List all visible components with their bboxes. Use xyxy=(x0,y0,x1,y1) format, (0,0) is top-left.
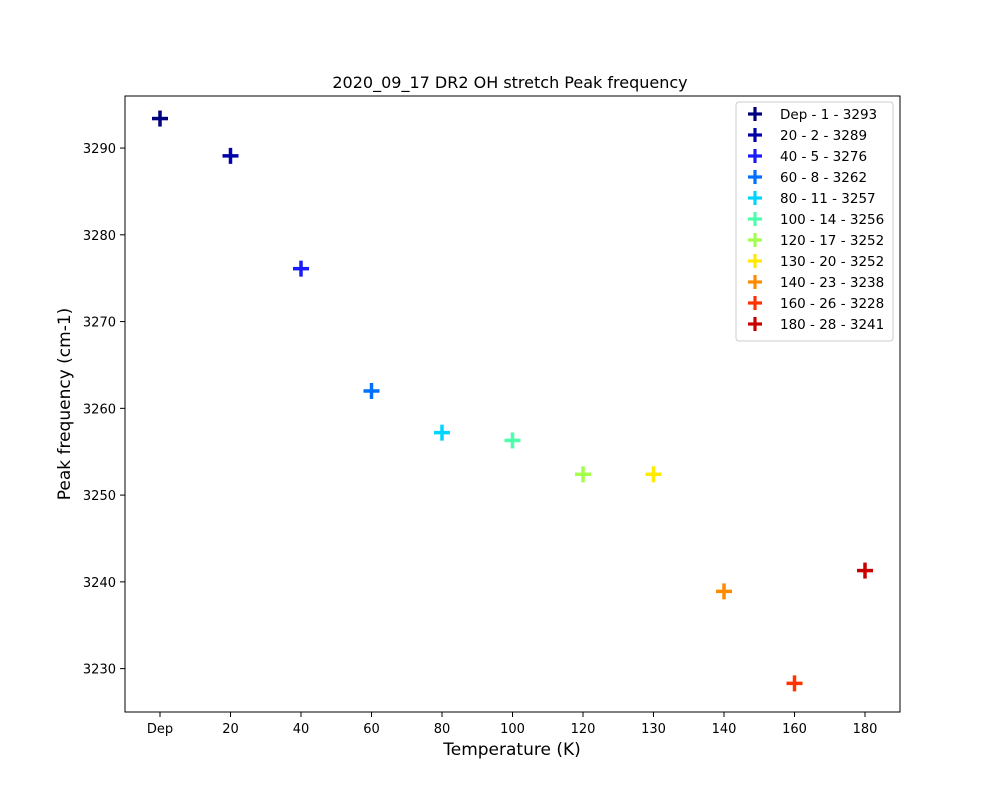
y-tick-label: 3280 xyxy=(83,229,116,244)
data-point xyxy=(434,424,450,441)
x-tick-label: 120 xyxy=(571,722,596,737)
x-tick-label: 160 xyxy=(782,722,807,737)
legend-entry: 20 - 2 - 3289 xyxy=(748,128,867,144)
data-point xyxy=(363,382,380,399)
y-tick-label: 3250 xyxy=(83,489,116,504)
legend-label: 120 - 17 - 3252 xyxy=(780,233,884,249)
data-point xyxy=(293,260,309,277)
legend-entry: 80 - 11 - 3257 xyxy=(748,191,876,207)
y-tick-label: 3260 xyxy=(83,402,116,417)
legend-entry: 100 - 14 - 3256 xyxy=(748,212,884,228)
legend-entry: Dep - 1 - 3293 xyxy=(748,107,877,123)
data-point xyxy=(152,110,168,127)
x-tick-label: 80 xyxy=(434,722,451,737)
plot-area: Dep 20 40 60 80 100 120 130 140 160 180 3230324032… xyxy=(83,95,901,737)
legend-marker xyxy=(748,254,762,268)
legend-entry: 120 - 17 - 3252 xyxy=(748,233,884,249)
legend-label: 60 - 8 - 3262 xyxy=(780,170,867,186)
legend-label: 140 - 23 - 3238 xyxy=(780,275,884,291)
data-point xyxy=(575,466,591,483)
x-tick-label: 100 xyxy=(500,722,525,737)
data-point xyxy=(222,147,239,164)
legend-marker xyxy=(748,149,762,163)
x-tick-label: 20 xyxy=(222,722,239,737)
legend-marker xyxy=(748,296,762,310)
legend-label: 100 - 14 - 3256 xyxy=(780,212,884,228)
chart-title: 2020_09_17 DR2 OH stretch Peak frequency xyxy=(332,73,687,93)
data-point xyxy=(716,583,732,600)
legend-entry: 130 - 20 - 3252 xyxy=(748,254,884,270)
legend-marker xyxy=(748,212,762,226)
legend-marker xyxy=(748,317,762,331)
legend-marker xyxy=(748,233,762,247)
legend-label: 20 - 2 - 3289 xyxy=(780,128,867,144)
legend-marker xyxy=(748,275,762,289)
data-point xyxy=(645,466,662,483)
y-axis: 3230 3240 3250 3260 3270 3280 3290 xyxy=(83,142,125,678)
y-tick-label: 3290 xyxy=(83,142,116,157)
y-tick-label: 3270 xyxy=(83,316,116,331)
legend-box xyxy=(735,101,894,342)
legend-label: 130 - 20 - 3252 xyxy=(780,254,884,270)
legend-label: Dep - 1 - 3293 xyxy=(780,107,877,123)
x-tick-label: 140 xyxy=(712,722,737,737)
x-tick-label: Dep xyxy=(147,722,173,737)
legend-label: 40 - 5 - 3276 xyxy=(780,149,867,165)
legend-marker xyxy=(748,191,762,205)
x-tick-label: 130 xyxy=(641,722,666,737)
data-point xyxy=(504,432,521,449)
y-tick-label: 3230 xyxy=(83,663,116,678)
legend-entry: 40 - 5 - 3276 xyxy=(748,149,867,165)
legend-marker xyxy=(748,107,762,121)
x-axis-label: Temperature (K) xyxy=(442,740,581,760)
x-axis: Dep 20 40 60 80 100 120 130 140 160 180 xyxy=(147,712,878,737)
legend-entry: 160 - 26 - 3228 xyxy=(748,296,884,312)
x-tick-label: 40 xyxy=(293,722,310,737)
x-tick-label: 60 xyxy=(363,722,380,737)
legend: Dep - 1 - 3293 20 - 2 - 3289 40 - 5 - 3276… xyxy=(735,101,894,342)
legend-label: 160 - 26 - 3228 xyxy=(780,296,884,312)
y-tick-label: 3240 xyxy=(83,576,116,591)
data-point xyxy=(786,675,803,692)
x-tick-label: 180 xyxy=(853,722,878,737)
legend-marker xyxy=(748,128,762,142)
legend-entry: 180 - 28 - 3241 xyxy=(748,317,884,333)
legend-label: 80 - 11 - 3257 xyxy=(780,191,876,207)
legend-entry: 140 - 23 - 3238 xyxy=(748,275,884,291)
data-markers xyxy=(152,110,873,692)
legend-marker xyxy=(748,170,762,184)
y-axis-label: Peak frequency (cm-1) xyxy=(55,308,75,501)
legend-entry: 60 - 8 - 3262 xyxy=(748,170,867,186)
data-point xyxy=(857,562,873,579)
legend-label: 180 - 28 - 3241 xyxy=(780,317,884,333)
